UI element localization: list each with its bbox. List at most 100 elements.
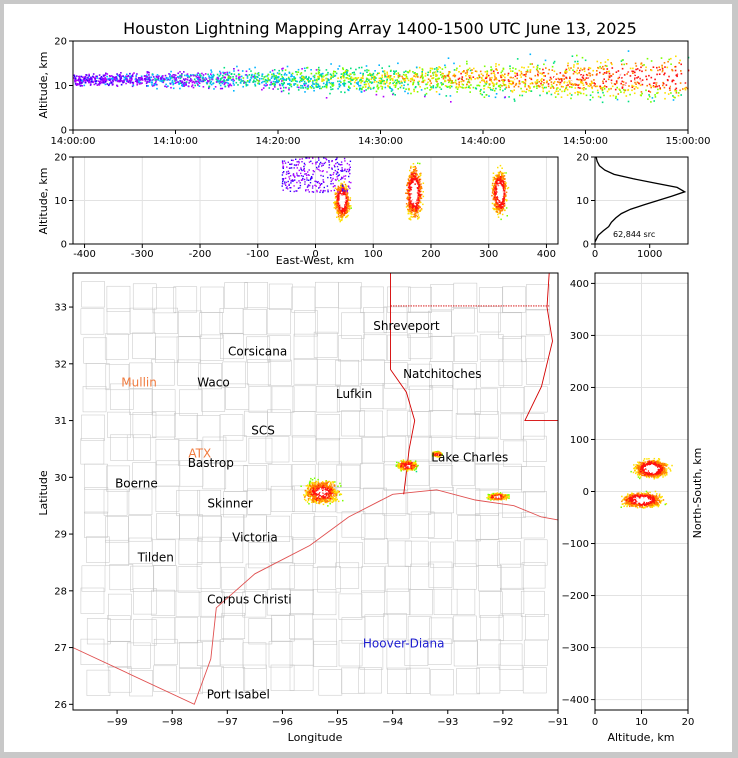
time-height-source-point — [147, 85, 149, 87]
time-height-source-point — [620, 60, 623, 62]
time-height-source-point — [301, 78, 303, 80]
east-west-source-point — [340, 205, 343, 207]
time-height-source-point — [181, 83, 184, 86]
time-height-source-point — [592, 69, 594, 72]
time-height-source-point — [76, 79, 78, 82]
time-height-source-point — [378, 72, 380, 74]
time-height-source-point — [514, 75, 517, 78]
time-height-source-point — [558, 78, 561, 81]
time-height-source-point — [116, 73, 118, 75]
time-height-source-point — [381, 67, 383, 69]
time-height-source-point — [648, 95, 651, 98]
time-height-source-point — [563, 76, 566, 79]
time-height-source-point — [465, 74, 467, 77]
time-height-source-point — [622, 71, 625, 74]
time-height-source-point — [492, 85, 495, 87]
time-height-source-point — [132, 83, 134, 85]
time-height-source-point — [448, 85, 450, 88]
time-height-source-point — [313, 76, 316, 79]
time-height-source-point — [210, 83, 213, 86]
time-height-source-point — [441, 76, 443, 79]
time-height-source-point — [294, 83, 297, 85]
east-west-source-point — [344, 191, 346, 194]
time-height-source-point — [380, 80, 383, 83]
time-height-source-point — [288, 72, 291, 74]
time-height-source-point — [254, 83, 256, 86]
east-west-source-point — [338, 208, 340, 210]
east-west-source-point — [348, 202, 350, 205]
time-height-source-point — [529, 76, 531, 78]
time-height-source-point — [287, 83, 289, 85]
time-height-source-point — [404, 79, 407, 82]
time-height-source-point — [326, 82, 328, 84]
east-west-source-point — [408, 206, 410, 209]
time-height-source-point — [351, 79, 354, 81]
east-west-source-point — [493, 182, 496, 185]
time-height-source-point — [555, 77, 558, 79]
time-height-source-point — [185, 82, 187, 85]
time-height-source-point — [357, 81, 360, 83]
time-height-source-point — [541, 80, 543, 83]
time-height-source-point — [388, 76, 390, 79]
time-height-source-point — [83, 79, 85, 81]
time-height-source-point — [362, 72, 364, 75]
time-height-source-point — [76, 83, 78, 85]
time-height-source-point — [550, 81, 553, 83]
time-height-source-point — [490, 66, 492, 68]
east-west-source-point — [348, 205, 351, 207]
time-height-source-point — [596, 76, 598, 78]
time-height-source-point — [606, 90, 609, 93]
time-height-source-point — [381, 74, 383, 77]
time-height-source-point — [568, 86, 571, 88]
time-height-source-point — [84, 81, 87, 84]
time-height-source-point — [670, 92, 672, 94]
time-height-source-point — [98, 74, 101, 76]
time-height-source-point — [493, 75, 496, 77]
time-height-source-point — [389, 87, 391, 89]
east-west-source-point — [497, 213, 499, 216]
time-height-source-point — [241, 80, 244, 82]
east-west-source-point — [503, 197, 505, 199]
time-height-source-point — [111, 79, 114, 82]
time-height-source-point — [129, 75, 132, 78]
east-west-source-point — [410, 194, 413, 197]
time-height-source-point — [437, 82, 439, 85]
time-height-source-point — [81, 76, 84, 78]
time-height-source-point — [131, 78, 133, 81]
time-height-source-point — [250, 70, 252, 72]
time-height-source-point — [650, 60, 653, 62]
time-height-source-point — [338, 86, 341, 88]
time-height-source-point — [365, 65, 368, 67]
time-height-source-point — [518, 69, 521, 72]
time-height-source-point — [464, 87, 466, 89]
east-west-source-point — [345, 186, 347, 189]
time-height-source-point — [512, 67, 514, 69]
time-height-source-point — [401, 82, 403, 84]
east-west-source-point — [411, 178, 414, 181]
time-height-source-point — [276, 80, 278, 83]
time-height-source-point — [397, 75, 400, 77]
east-west-source-point — [341, 197, 344, 199]
time-height-source-point — [560, 85, 563, 88]
time-height-source-point — [457, 78, 460, 81]
time-height-source-point — [236, 65, 238, 68]
time-height-source-point — [569, 92, 571, 95]
time-height-source-point — [536, 67, 539, 69]
east-west-source-point — [343, 193, 346, 196]
time-height-source-point — [391, 89, 394, 91]
time-height-source-point — [639, 77, 641, 80]
time-height-source-point — [110, 81, 113, 84]
time-height-source-point — [608, 88, 610, 91]
east-west-source-point — [343, 202, 345, 204]
time-height-source-point — [376, 73, 378, 76]
time-height-source-point — [654, 96, 657, 98]
time-height-source-point — [582, 74, 585, 77]
east-west-source-point — [414, 168, 416, 171]
time-height-source-point — [300, 79, 303, 81]
time-height-source-point — [480, 76, 483, 79]
east-west-source-point — [342, 186, 344, 188]
time-height-source-point — [273, 74, 275, 76]
time-height-source-point — [266, 84, 268, 86]
east-west-source-point — [419, 175, 421, 178]
time-height-source-point — [444, 85, 447, 87]
